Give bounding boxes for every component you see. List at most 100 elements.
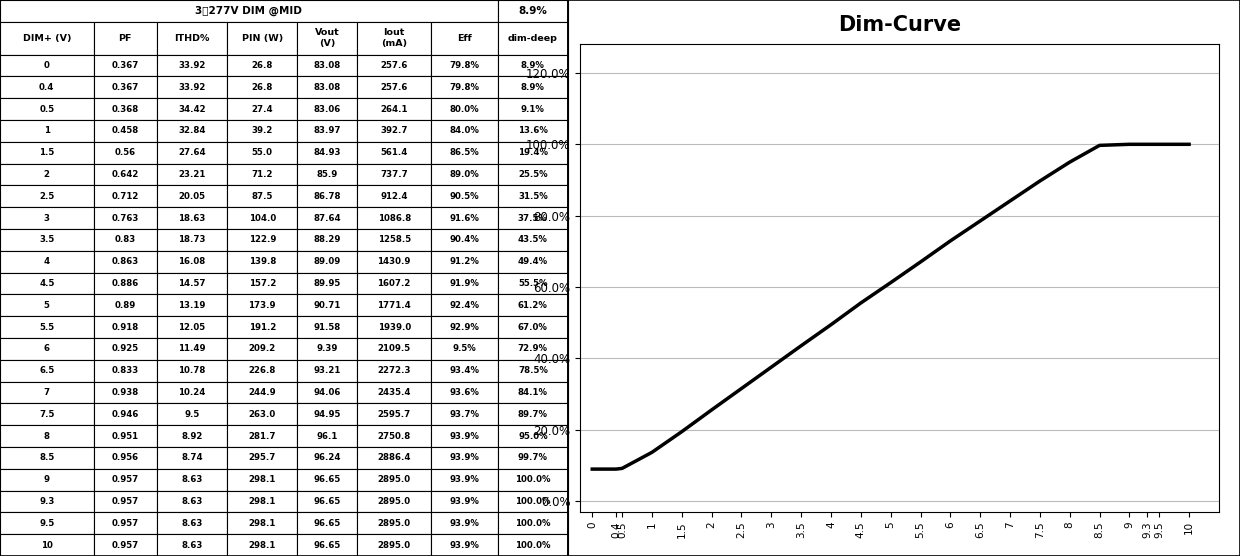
Dim-Curve	[1003, 197, 1018, 204]
Text: 244.9: 244.9	[248, 388, 277, 397]
Text: 9.3: 9.3	[40, 497, 55, 506]
Text: 0.957: 0.957	[112, 475, 139, 484]
Bar	[0, 120, 93, 142]
Text: 3: 3	[43, 214, 50, 222]
Bar	[432, 338, 497, 360]
Bar	[357, 142, 432, 163]
Bar	[357, 22, 432, 54]
Bar	[0, 185, 93, 207]
Text: 104.0: 104.0	[249, 214, 275, 222]
Dim-Curve	[972, 217, 987, 224]
Text: 173.9: 173.9	[248, 301, 277, 310]
Bar	[0, 98, 93, 120]
Bar	[93, 120, 157, 142]
Text: 3々277V DIM @MID: 3々277V DIM @MID	[196, 6, 303, 16]
Bar	[0, 403, 93, 425]
Text: 1258.5: 1258.5	[378, 235, 410, 244]
Bar	[93, 98, 157, 120]
Bar	[227, 120, 298, 142]
Bar	[227, 54, 298, 76]
Text: 8.9%: 8.9%	[521, 61, 544, 70]
Bar	[93, 360, 157, 381]
Text: ITHD%: ITHD%	[175, 34, 210, 43]
Text: 96.65: 96.65	[314, 540, 341, 549]
Text: 257.6: 257.6	[381, 83, 408, 92]
Text: 139.8: 139.8	[248, 257, 277, 266]
Text: 298.1: 298.1	[248, 475, 277, 484]
Dim-Curve	[615, 465, 630, 471]
Bar	[497, 0, 568, 22]
Bar	[0, 425, 93, 447]
Bar	[0, 534, 93, 556]
Bar	[157, 22, 227, 54]
Text: 0.642: 0.642	[112, 170, 139, 179]
Bar	[432, 316, 497, 338]
Text: 1771.4: 1771.4	[377, 301, 412, 310]
Text: 8.63: 8.63	[181, 475, 203, 484]
Bar	[0, 272, 93, 294]
Text: Vout
(V): Vout (V)	[315, 28, 340, 48]
Bar	[432, 447, 497, 469]
Bar	[0, 294, 93, 316]
Text: 93.6%: 93.6%	[449, 388, 480, 397]
Bar	[298, 447, 357, 469]
Text: 16.08: 16.08	[179, 257, 206, 266]
Bar	[227, 316, 298, 338]
Dim-Curve	[675, 428, 689, 435]
Text: 31.5%: 31.5%	[518, 192, 548, 201]
Text: 84.1%: 84.1%	[518, 388, 548, 397]
Bar	[0, 0, 497, 22]
Bar	[497, 163, 568, 185]
Bar	[357, 185, 432, 207]
Bar	[157, 338, 227, 360]
Bar	[0, 316, 93, 338]
Title: Dim-Curve: Dim-Curve	[838, 14, 961, 34]
Text: 0.946: 0.946	[112, 410, 139, 419]
Bar	[227, 76, 298, 98]
Text: 13.19: 13.19	[179, 301, 206, 310]
Dim-Curve	[794, 342, 808, 349]
Dim-Curve	[853, 300, 868, 306]
Text: 83.97: 83.97	[314, 126, 341, 135]
Text: 8.9%: 8.9%	[521, 83, 544, 92]
Bar	[0, 490, 93, 513]
Text: 0.4: 0.4	[40, 83, 55, 92]
Text: 0: 0	[43, 61, 50, 70]
Text: 2109.5: 2109.5	[378, 344, 410, 354]
Bar	[497, 76, 568, 98]
Text: 14.57: 14.57	[179, 279, 206, 288]
Text: 93.21: 93.21	[314, 366, 341, 375]
Bar	[298, 469, 357, 490]
Text: 5.5: 5.5	[40, 322, 55, 331]
Bar	[227, 513, 298, 534]
Text: 79.8%: 79.8%	[449, 61, 480, 70]
Bar	[0, 381, 93, 403]
Text: 0.863: 0.863	[112, 257, 139, 266]
Bar	[497, 251, 568, 272]
Text: 6: 6	[43, 344, 50, 354]
Bar	[497, 381, 568, 403]
Bar	[93, 469, 157, 490]
Text: 43.5%: 43.5%	[518, 235, 548, 244]
Bar	[93, 185, 157, 207]
Dim-Curve	[1033, 178, 1048, 185]
Bar	[0, 360, 93, 381]
Bar	[298, 381, 357, 403]
Text: 83.08: 83.08	[314, 83, 341, 92]
Text: 18.73: 18.73	[179, 235, 206, 244]
Bar	[227, 338, 298, 360]
Bar	[357, 229, 432, 251]
Bar	[157, 447, 227, 469]
Text: 37.5%: 37.5%	[518, 214, 548, 222]
Text: 7.5: 7.5	[40, 410, 55, 419]
Bar	[357, 490, 432, 513]
Bar	[93, 534, 157, 556]
Text: 0.83: 0.83	[114, 235, 136, 244]
Text: 0.925: 0.925	[112, 344, 139, 354]
Bar	[0, 22, 93, 54]
Bar	[227, 207, 298, 229]
Bar	[497, 120, 568, 142]
Bar	[298, 76, 357, 98]
Text: 72.9%: 72.9%	[518, 344, 548, 354]
Bar	[497, 316, 568, 338]
